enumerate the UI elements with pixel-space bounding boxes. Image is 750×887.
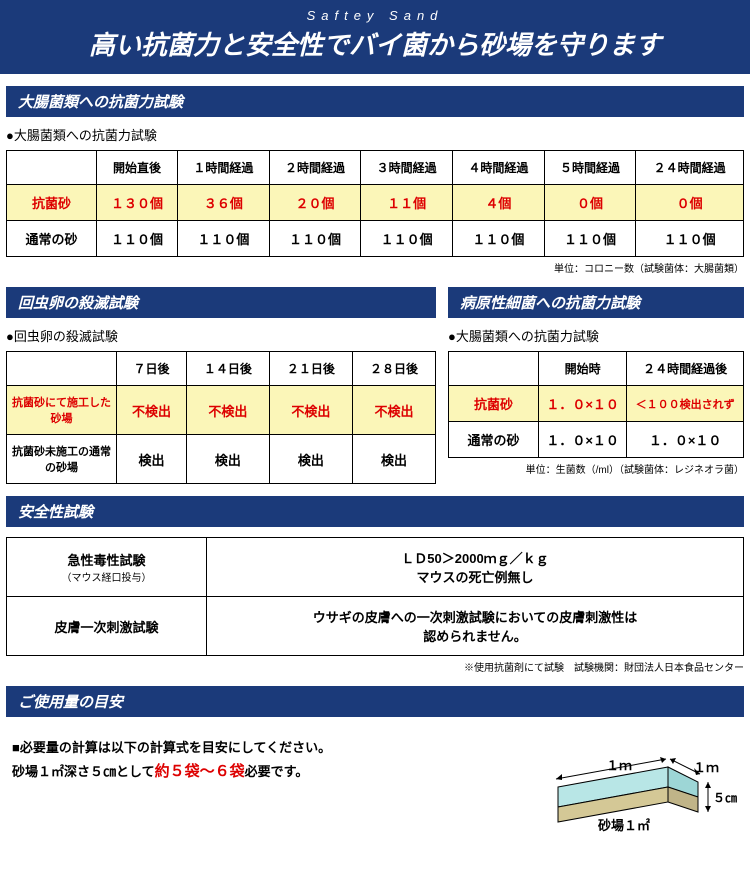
usage-text: ■必要量の計算は以下の計算式を目安にしてください。 砂場１㎡深さ５㎝として約５袋… <box>12 737 478 785</box>
table-row: 抗菌砂 １．０×１０ ＜１００検出されず <box>449 386 744 422</box>
usage-line2c: 必要です。 <box>245 764 309 779</box>
header-subtitle: Saftey Sand <box>0 8 750 23</box>
header-banner: Saftey Sand 高い抗菌力と安全性でバイ菌から砂場を守ります <box>0 0 750 74</box>
table-note: 単位：コロニー数（試験菌体：大腸菌類） <box>6 260 744 275</box>
section2-title: 回虫卵の殺滅試験 <box>6 287 436 318</box>
table-header-row: 開始直後 １時間経過 ２時間経過 ３時間経過 ４時間経過 ５時間経過 ２４時間経… <box>7 151 744 185</box>
section4-title: 安全性試験 <box>6 496 744 527</box>
safety-test-name: 皮膚一次刺激試験 <box>13 617 200 636</box>
section2-sublabel: ●回虫卵の殺滅試験 <box>6 326 436 345</box>
section1-title: 大腸菌類への抗菌力試験 <box>6 86 744 117</box>
usage-highlight: 約５袋～６袋 <box>155 763 245 780</box>
safety-result-line: ＬＤ50＞2000ｍｇ／ｋｇ <box>213 548 737 567</box>
table-note: 単位：生菌数（/ml）（試験菌体：レジネオラ菌） <box>448 461 744 476</box>
table-row: 通常の砂 １１０個 １１０個 １１０個 １１０個 １１０個 １１０個 １１０個 <box>7 221 744 257</box>
usage-line1: ■必要量の計算は以下の計算式を目安にしてください。 <box>12 737 478 759</box>
table-row: 急性毒性試験 （マウス経口投与） ＬＤ50＞2000ｍｇ／ｋｇ マウスの死亡例無… <box>7 538 744 597</box>
diagram-depth-label: １ｍ <box>693 757 719 776</box>
table-ecoli: 開始直後 １時間経過 ２時間経過 ３時間経過 ４時間経過 ５時間経過 ２４時間経… <box>6 150 744 257</box>
table-row: 抗菌砂にて施工した砂場 不検出 不検出 不検出 不検出 <box>7 386 436 435</box>
header-title: 高い抗菌力と安全性でバイ菌から砂場を守ります <box>0 25 750 62</box>
section5-title: ご使用量の目安 <box>6 686 744 717</box>
diagram-width-label: １ｍ <box>606 755 632 774</box>
table-safety: 急性毒性試験 （マウス経口投与） ＬＤ50＞2000ｍｇ／ｋｇ マウスの死亡例無… <box>6 537 744 656</box>
table-row: 皮膚一次刺激試験 ウサギの皮膚への一次刺激試験においての皮膚刺激性は 認められま… <box>7 597 744 656</box>
table-row: 抗菌砂 １３０個 ３６個 ２０個 １１個 ４個 ０個 ０個 <box>7 185 744 221</box>
safety-result-line: ウサギの皮膚への一次刺激試験においての皮膚刺激性は <box>213 607 737 626</box>
section1-sublabel: ●大腸菌類への抗菌力試験 <box>6 125 744 144</box>
diagram-height-label: ５㎝ <box>713 789 737 806</box>
section3-title: 病原性細菌への抗菌力試験 <box>448 287 744 318</box>
table-roundworm: ７日後 １４日後 ２１日後 ２８日後 抗菌砂にて施工した砂場 不検出 不検出 不… <box>6 351 436 484</box>
usage-line2a: 砂場１㎡深さ５㎝として <box>12 764 155 779</box>
section3-sublabel: ●大腸菌類への抗菌力試験 <box>448 326 744 345</box>
safety-test-sub: （マウス経口投与） <box>13 569 200 584</box>
safety-result-line: 認められません。 <box>213 626 737 645</box>
table-note: ※使用抗菌剤にて試験 試験機関：財団法人日本食品センター <box>6 659 744 674</box>
table-row: 通常の砂 １．０×１０ １．０×１０ <box>449 422 744 458</box>
safety-test-name: 急性毒性試験 <box>13 550 200 569</box>
diagram-area-label: 砂場１㎡ <box>598 815 650 834</box>
table-row: 抗菌砂未施工の通常の砂場 検出 検出 検出 検出 <box>7 435 436 484</box>
safety-result-line: マウスの死亡例無し <box>213 567 737 586</box>
sandbox-diagram: １ｍ １ｍ ５㎝ 砂場１㎡ <box>498 727 738 877</box>
table-pathogen: 開始時 ２４時間経過後 抗菌砂 １．０×１０ ＜１００検出されず 通常の砂 １．… <box>448 351 744 458</box>
